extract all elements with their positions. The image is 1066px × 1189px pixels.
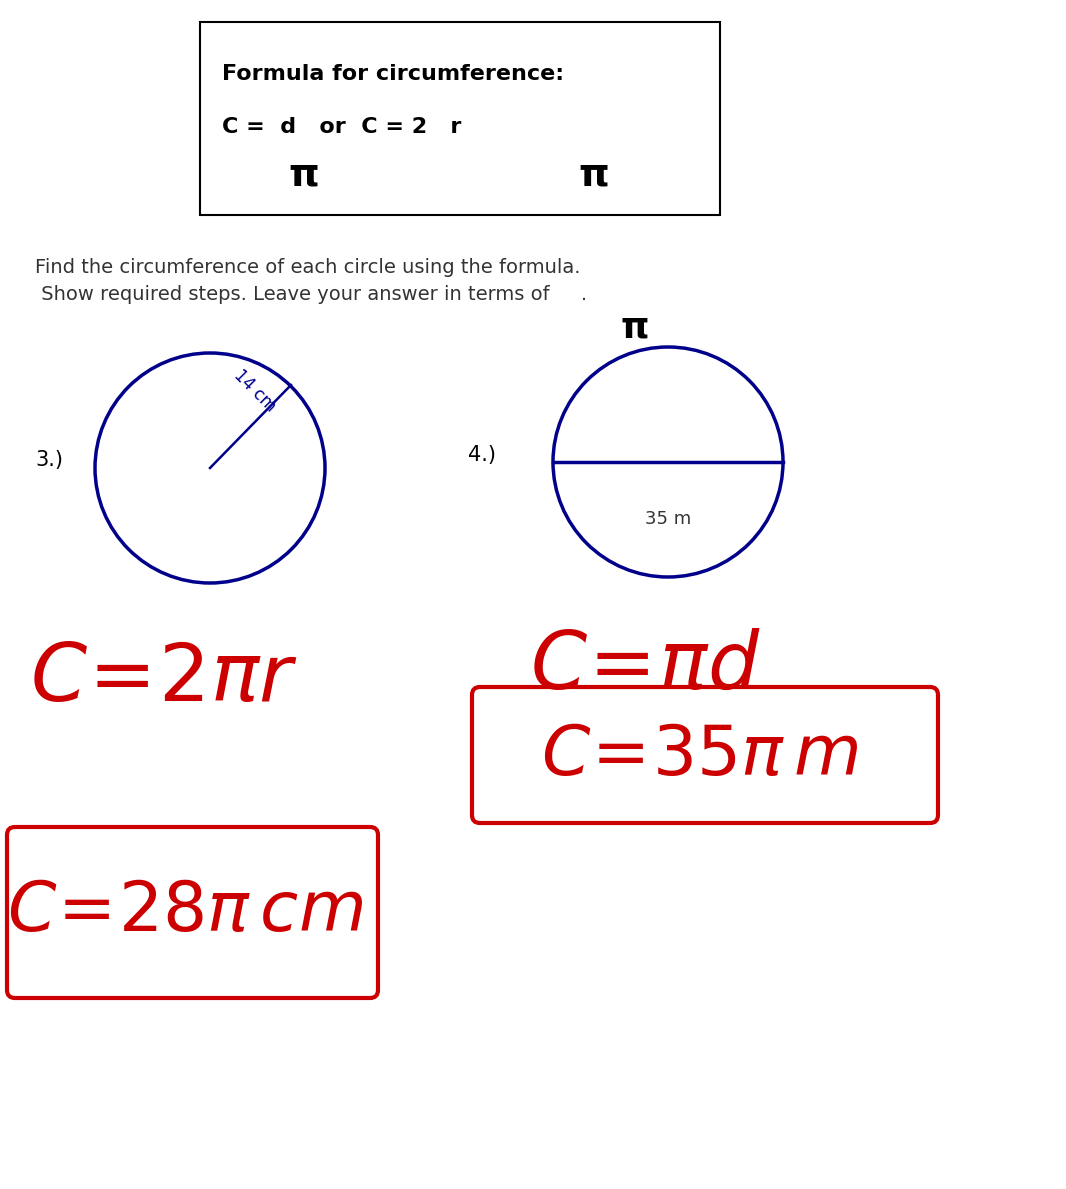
Bar	[200, 23, 720, 215]
Text: $C\!=\!\pi d$: $C\!=\!\pi d$	[530, 628, 761, 706]
Text: Find the circumference of each circle using the formula.: Find the circumference of each circle us…	[35, 258, 581, 277]
Text: Formula for circumference:: Formula for circumference:	[222, 64, 564, 84]
Text: 14 cm: 14 cm	[230, 366, 279, 415]
Text: Show required steps. Leave your answer in terms of     .: Show required steps. Leave your answer i…	[35, 285, 587, 304]
FancyBboxPatch shape	[7, 828, 378, 998]
Text: 3.): 3.)	[35, 449, 63, 470]
Text: $\mathbf{\pi}$: $\mathbf{\pi}$	[619, 310, 648, 344]
Text: $\mathbf{\pi}$: $\mathbf{\pi}$	[578, 155, 609, 193]
Text: $\mathbf{\pi}$: $\mathbf{\pi}$	[288, 155, 319, 193]
Text: $C\!=\!2\pi r$: $C\!=\!2\pi r$	[30, 640, 297, 718]
FancyBboxPatch shape	[472, 687, 938, 823]
Text: $C\!=\!28\pi\,cm$: $C\!=\!28\pi\,cm$	[7, 879, 364, 945]
Text: 35 m: 35 m	[645, 510, 691, 528]
Text: 4.): 4.)	[468, 445, 496, 465]
Text: $C\!=\!35\pi\,m$: $C\!=\!35\pi\,m$	[542, 722, 859, 788]
Text: C =  d   or  C = 2   r: C = d or C = 2 r	[222, 117, 462, 137]
